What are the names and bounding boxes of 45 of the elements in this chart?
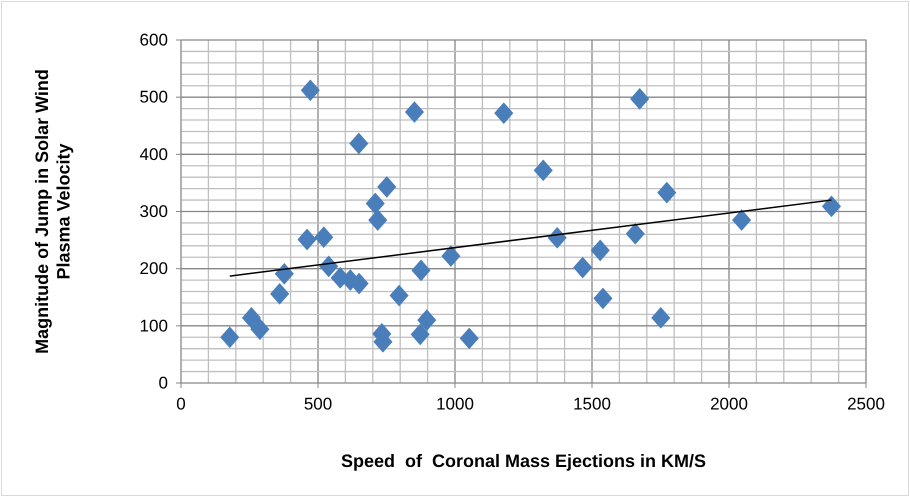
x-tick-label: 2500 — [847, 394, 885, 414]
x-tick-label: 2000 — [710, 394, 748, 414]
y-tick-label: 500 — [140, 88, 168, 107]
x-tick-label: 1000 — [436, 394, 474, 414]
y-axis-title: Magnitude of Jump in Solar Wind Plasma Velocity — [32, 69, 74, 354]
point — [368, 209, 388, 231]
point — [377, 176, 396, 198]
y-tick-label: 100 — [140, 316, 168, 336]
point — [441, 245, 460, 267]
point — [417, 309, 436, 331]
point — [300, 79, 320, 102]
point — [573, 256, 592, 278]
y-tick-label: 600 — [140, 30, 168, 50]
point — [390, 284, 409, 306]
point — [460, 328, 479, 350]
x-tick-label: 0 — [176, 394, 186, 414]
point — [250, 318, 270, 340]
point — [349, 132, 368, 154]
point — [366, 192, 385, 214]
point — [298, 228, 317, 250]
y-tick-label: 300 — [140, 202, 168, 221]
point — [630, 88, 650, 110]
point — [626, 222, 645, 245]
x-tick-label: 500 — [304, 394, 332, 414]
point — [411, 260, 431, 282]
point — [534, 160, 553, 182]
x-axis-title: Speed of Coronal Mass Ejections in KM/S — [340, 451, 706, 471]
point — [242, 307, 261, 329]
point — [593, 288, 612, 310]
y-tick-label: 400 — [140, 144, 168, 164]
point — [657, 182, 676, 204]
point — [494, 102, 514, 124]
point — [314, 226, 334, 248]
point — [220, 326, 240, 348]
y-tick-label: 200 — [140, 259, 168, 278]
point — [590, 240, 610, 262]
point — [732, 209, 752, 231]
point — [404, 101, 424, 123]
point — [270, 282, 290, 305]
y-tick-label: 0 — [158, 373, 168, 392]
point — [822, 196, 842, 218]
point — [651, 307, 670, 329]
x-tick-label: 1500 — [573, 394, 611, 414]
point — [410, 324, 430, 346]
point — [274, 262, 294, 285]
